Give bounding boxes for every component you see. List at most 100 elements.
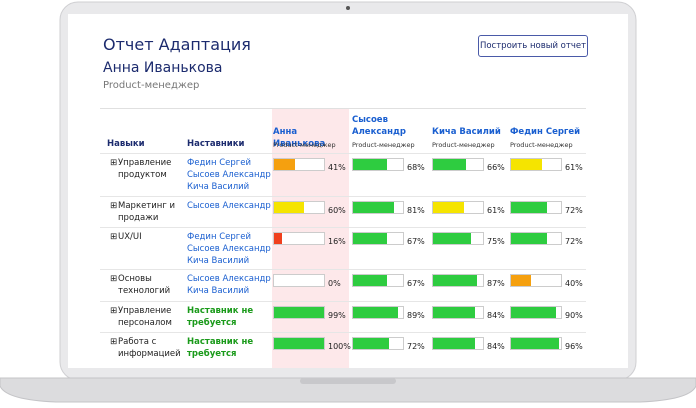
row-separator [100,196,586,197]
mentor-name: Кича Василий [187,256,250,266]
skill-name: Управление продуктом [118,158,172,180]
skill-name: Управление персоналом [118,306,172,328]
expand-icon: ⊞ [110,232,118,242]
progress-bar [353,307,398,318]
score-label: 67% [407,279,425,288]
row-separator [100,269,586,270]
mentor-name: Кича Василий [187,182,250,192]
progress-bar [511,159,542,170]
score-label: 67% [407,237,425,246]
person-name: Анна Иванькова [273,127,326,149]
progress-bar [511,275,531,286]
skill-name: UX/UI [118,232,142,242]
mentor-name: Сысоев Александр [187,244,271,254]
progress-track [273,158,325,171]
score-label: 0% [328,279,341,288]
score-label: 72% [407,342,425,351]
progress-bar [353,159,387,170]
progress-bar [433,159,466,170]
progress-bar [274,307,324,318]
progress-track [273,306,325,319]
expand-icon: ⊞ [110,158,118,168]
skill-name: Работа с информацией [118,337,181,359]
score-label: 72% [565,206,583,215]
score-label: 61% [565,163,583,172]
employee-name: Анна Иванькова [103,60,223,76]
progress-bar [511,202,547,213]
mentor-note: Наставник не требуется [187,306,254,328]
progress-track [510,337,562,350]
progress-bar [274,159,295,170]
score-label: 72% [565,237,583,246]
progress-track [432,232,484,245]
employee-role: Product-менеджер [103,80,200,91]
expand-icon: ⊞ [110,274,118,284]
person-name: Кича Василий [432,127,501,137]
progress-bar [353,233,387,244]
progress-track [432,274,484,287]
person-role: Product-менеджер [273,141,336,149]
progress-bar [274,338,324,349]
progress-bar [353,338,389,349]
expand-icon: ⊞ [110,201,118,211]
report-title: Отчет Адаптация [103,35,251,54]
score-label: 16% [328,237,346,246]
skill-name: Маркетинг и продажи [118,201,176,223]
expand-icon: ⊞ [110,337,118,347]
score-label: 90% [565,311,583,320]
progress-track [273,232,325,245]
progress-track [352,337,404,350]
progress-track [352,232,404,245]
progress-bar [511,338,559,349]
mentor-name: Сысоев Александр [187,201,271,211]
score-label: 41% [328,163,346,172]
progress-bar [511,233,547,244]
progress-track [432,306,484,319]
progress-bar [433,338,475,349]
person-role: Product-менеджер [432,141,495,149]
score-label: 75% [487,237,505,246]
progress-track [352,158,404,171]
person-name: Федин Сергей [510,127,581,137]
row-separator [100,153,586,154]
progress-track [510,201,562,214]
score-label: 96% [565,342,583,351]
mentor-name: Федин Сергей [187,158,251,168]
row-separator [100,301,586,302]
mentor-name: Федин Сергей [187,232,251,242]
progress-bar [274,233,282,244]
score-label: 81% [407,206,425,215]
progress-track [273,201,325,214]
mentor-note: Наставник не требуется [187,337,254,359]
progress-bar [433,307,475,318]
person-name: Сысоев Александр [352,115,406,137]
progress-track [510,232,562,245]
row-separator [100,227,586,228]
score-label: 68% [407,163,425,172]
mentor-name: Кича Василий [187,286,250,296]
progress-track [352,201,404,214]
progress-bar [433,233,471,244]
score-label: 87% [487,279,505,288]
mentor-name: Сысоев Александр [187,170,271,180]
progress-bar [511,307,556,318]
progress-bar [274,202,304,213]
progress-bar [433,275,477,286]
expand-icon: ⊞ [110,306,118,316]
score-label: 40% [565,279,583,288]
progress-track [510,274,562,287]
progress-track [432,201,484,214]
progress-track [432,158,484,171]
score-label: 61% [487,206,505,215]
person-role: Product-менеджер [352,141,415,149]
progress-track [273,274,325,287]
score-label: 66% [487,163,505,172]
new-report-button[interactable]: Построить новый отчет [478,35,588,57]
progress-bar [353,202,394,213]
progress-track [352,306,404,319]
column-header: Наставники [187,139,245,149]
progress-bar [353,275,387,286]
progress-track [273,337,325,350]
score-label: 84% [487,311,505,320]
